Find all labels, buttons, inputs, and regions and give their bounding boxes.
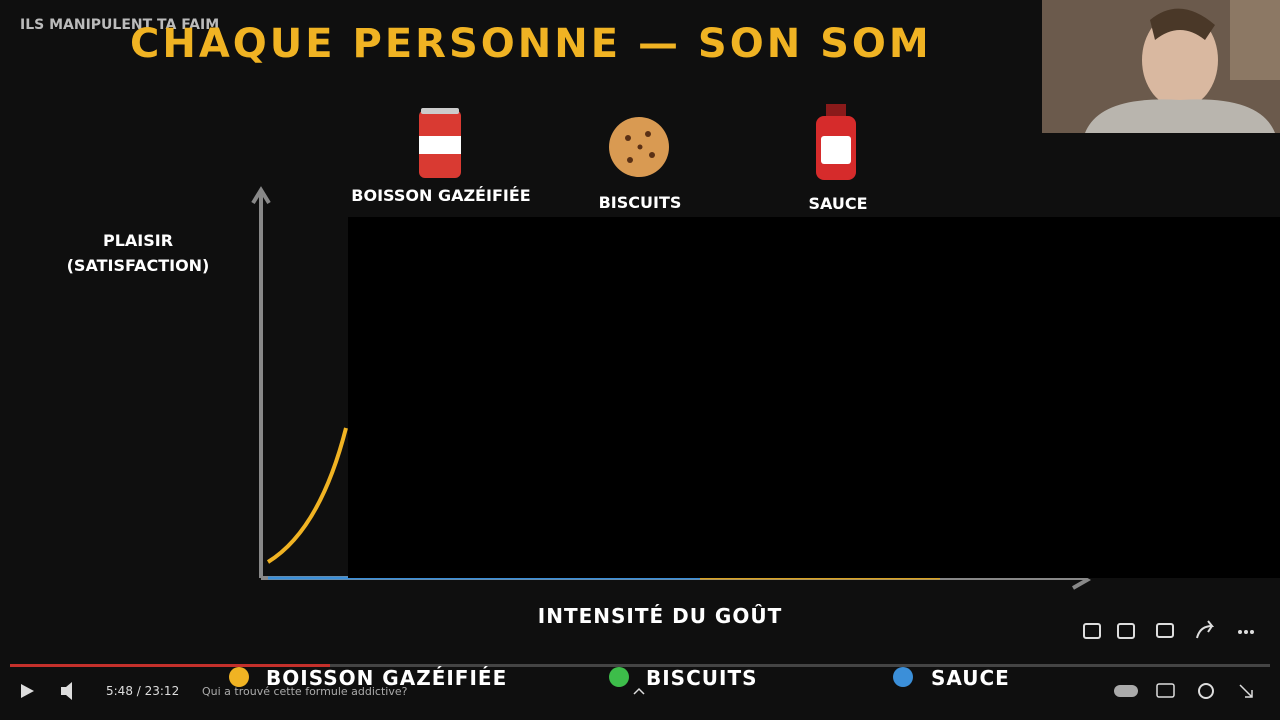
legend-swatch [609,667,629,687]
more-button[interactable] [1238,630,1254,634]
icon-label: SAUCE [808,194,867,213]
icon-label: BOISSON GAZÉIFIÉE [351,186,530,205]
autoplay-toggle[interactable] [1114,685,1138,697]
y-axis-label: (SATISFACTION) [67,256,210,275]
legend-swatch [229,667,249,687]
y-axis-label: PLAISIR [103,231,173,250]
can-icon [419,108,461,178]
legend-swatch [893,667,913,687]
occluded-area [348,217,1280,578]
dislike-button[interactable] [1117,623,1135,639]
slide-title: CHAQUE PERSONNE — SON SOM [130,21,932,67]
volume-button[interactable] [61,682,72,700]
chapter-toggle[interactable] [633,687,645,695]
legend-label: BISCUITS [646,666,758,690]
subtitles-button[interactable] [1156,683,1175,698]
like-button[interactable] [1083,623,1101,639]
cookie-icon [609,117,669,177]
y-axis-arrow [251,186,271,205]
x-axis-label: INTENSITÉ DU GOÛT [538,604,782,628]
sauce-icon [816,104,856,180]
legend-label: BOISSON GAZÉIFIÉE [266,666,507,690]
play-button[interactable] [21,684,34,698]
comment-button[interactable] [1156,623,1174,638]
progress-track[interactable] [10,664,1270,667]
progress-played [10,664,330,667]
icon-label: BISCUITS [599,193,682,212]
share-button[interactable] [1196,620,1215,639]
settings-button[interactable] [1198,683,1214,699]
time-display: 5:48 / 23:12 [106,684,179,698]
chapter-title[interactable]: Qui a trouvé cette formule addictive? [202,685,408,698]
legend-label: SAUCE [931,666,1010,690]
drink-curve [266,427,348,564]
video-title: ILS MANIPULENT TA FAIM [20,17,219,33]
webcam-overlay [1042,0,1280,133]
fullscreen-button[interactable] [1239,684,1253,698]
